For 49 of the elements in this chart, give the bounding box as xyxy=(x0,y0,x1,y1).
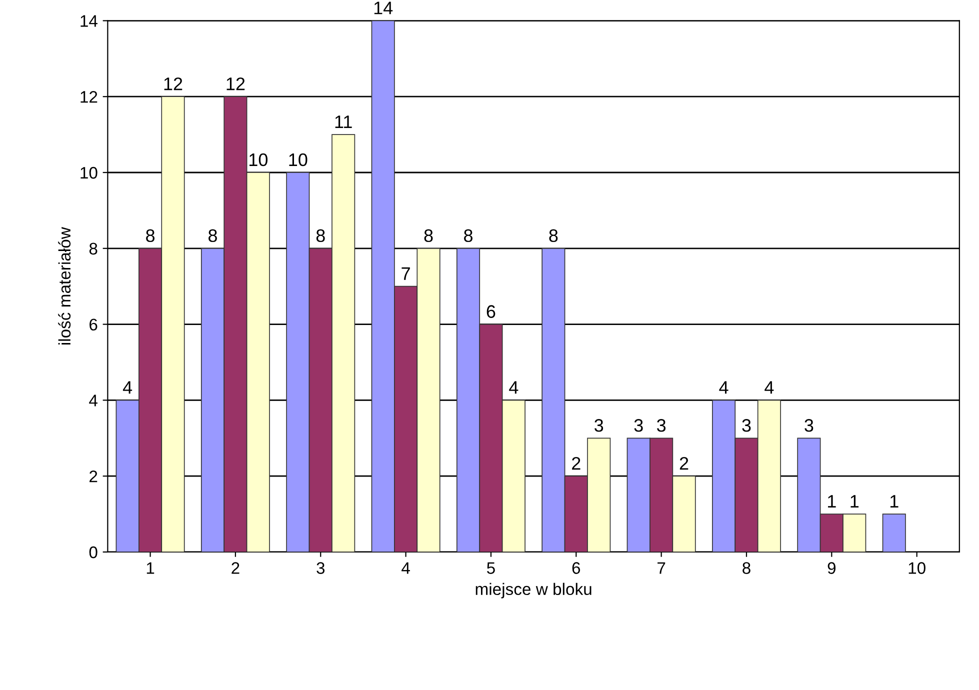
data-label: 4 xyxy=(122,381,132,394)
data-label: 12 xyxy=(164,77,182,90)
data-label: 4 xyxy=(764,381,774,394)
data-label: 12 xyxy=(226,77,245,90)
x-tick-label: 6 xyxy=(572,562,580,574)
x-tick-label: 8 xyxy=(742,562,750,574)
x-tick-label: 1 xyxy=(146,562,154,574)
y-tick-label: 0 xyxy=(89,546,98,558)
data-label: 8 xyxy=(208,229,217,242)
data-label: 8 xyxy=(424,229,433,242)
y-tick-label: 2 xyxy=(90,470,98,482)
data-label: 10 xyxy=(289,153,308,166)
data-label: 3 xyxy=(656,419,666,432)
data-label: 1 xyxy=(828,495,836,508)
y-tick-label: 12 xyxy=(80,91,98,103)
data-label: 6 xyxy=(486,305,496,318)
data-label: 8 xyxy=(464,229,472,242)
data-label: 14 xyxy=(374,2,393,14)
x-tick-label: 2 xyxy=(232,562,240,574)
x-tick-label: 5 xyxy=(487,562,495,574)
bar xyxy=(882,514,906,552)
x-tick-label: 3 xyxy=(316,562,325,574)
data-label: 1 xyxy=(890,495,898,508)
x-tick-label: 9 xyxy=(828,562,836,574)
y-tick-label: 4 xyxy=(89,394,98,406)
data-label: 4 xyxy=(509,381,518,394)
data-label: 8 xyxy=(316,229,325,242)
data-label: 3 xyxy=(634,419,643,432)
y-tick-label: 14 xyxy=(80,15,98,27)
data-label: 11 xyxy=(335,116,352,128)
data-label: 8 xyxy=(146,229,155,242)
data-label: 10 xyxy=(250,153,268,166)
x-tick-label: 4 xyxy=(402,562,410,574)
data-label: 3 xyxy=(594,419,604,432)
x-tick-label: 10 xyxy=(908,562,926,574)
data-label: 1 xyxy=(850,495,859,508)
y-tick-label: 6 xyxy=(90,318,98,331)
data-label: 4 xyxy=(719,381,728,394)
y-tick-label: 10 xyxy=(80,166,98,179)
x-tick-label: 7 xyxy=(658,562,666,574)
data-label: 3 xyxy=(742,419,751,432)
data-label: 2 xyxy=(572,456,580,470)
y-axis-title: ilość materiałów xyxy=(58,227,71,345)
data-label: 7 xyxy=(402,267,410,280)
data-label: 8 xyxy=(549,229,558,242)
data-label: 3 xyxy=(804,419,814,432)
x-axis-title: miejsce w bloku xyxy=(476,582,592,598)
y-tick-label: 8 xyxy=(89,242,98,255)
data-label: 2 xyxy=(680,456,688,470)
